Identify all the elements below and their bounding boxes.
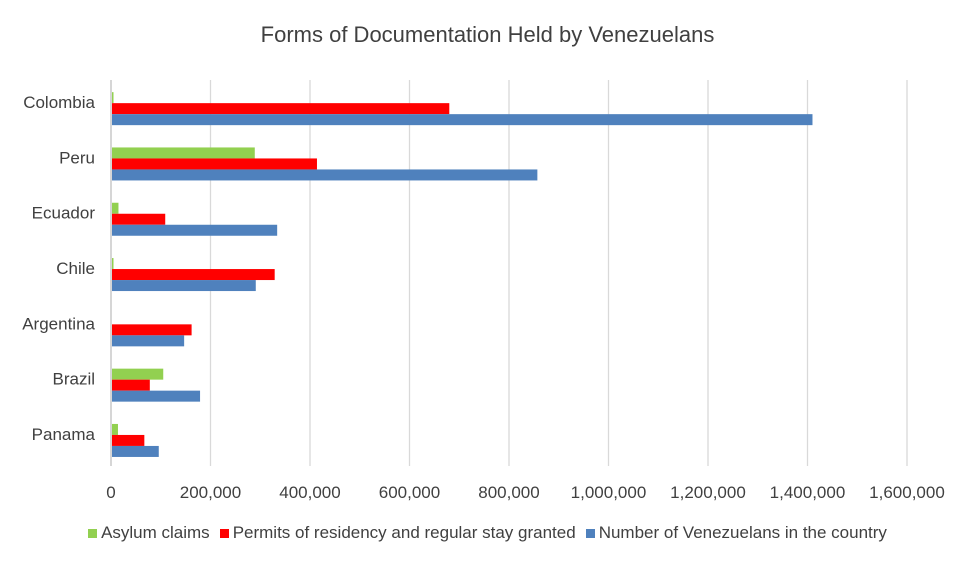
legend-swatch <box>585 528 595 538</box>
legend-item: Number of Venezuelans in the country <box>585 523 887 543</box>
bar-panama-series-0 <box>112 423 118 435</box>
bars <box>112 92 813 457</box>
x-tick-label: 1,000,000 <box>571 483 647 502</box>
category-labels: Colombia Peru Ecuador Chile Argentina Brazil P… <box>22 93 95 444</box>
x-tick-label: 1,600,000 <box>869 483 945 502</box>
category-label: Colombia <box>23 93 95 112</box>
x-tick-label: 1,200,000 <box>670 483 746 502</box>
legend-label: Number of Venezuelans in the country <box>598 523 887 542</box>
bar-panama-series-2 <box>112 445 159 457</box>
bar-chile-series-0 <box>112 258 114 270</box>
category-label: Argentina <box>22 314 95 333</box>
bar-panama-series-1 <box>112 434 145 446</box>
legend-swatch <box>88 528 98 538</box>
x-tick-label: 400,000 <box>279 483 340 502</box>
chart-title: Forms of Documentation Held by Venezuela… <box>260 22 715 47</box>
bar-chile-series-1 <box>112 269 275 281</box>
bar-brazil-series-1 <box>112 379 150 391</box>
bar-colombia-series-2 <box>112 114 813 126</box>
x-tick-label: 600,000 <box>379 483 440 502</box>
legend-label: Asylum claims <box>101 523 210 542</box>
bar-colombia-series-0 <box>112 92 114 104</box>
x-tick-label: 0 <box>106 483 115 502</box>
bar-argentina-series-1 <box>112 324 192 336</box>
bar-argentina-series-2 <box>112 335 185 347</box>
category-label: Ecuador <box>32 204 96 223</box>
bar-chart: Colombia Peru Ecuador Chile Argentina Brazil P… <box>22 80 945 502</box>
bar-colombia-series-1 <box>112 103 450 115</box>
bar-peru-series-1 <box>112 158 317 170</box>
x-tick-label: 200,000 <box>180 483 241 502</box>
x-tick-label: 800,000 <box>478 483 539 502</box>
legend-item: Permits of residency and regular stay gr… <box>219 523 576 543</box>
bar-peru-series-0 <box>112 147 255 159</box>
category-label: Brazil <box>52 370 95 389</box>
bar-chile-series-2 <box>112 280 256 292</box>
bar-peru-series-2 <box>112 169 538 181</box>
category-label: Peru <box>59 148 95 167</box>
legend-item: Asylum claims <box>88 523 210 543</box>
legend: Asylum claims Permits of residency and re… <box>0 523 975 543</box>
category-label: Panama <box>32 425 96 444</box>
bar-ecuador-series-1 <box>112 213 166 225</box>
legend-label: Permits of residency and regular stay gr… <box>232 523 576 542</box>
bar-ecuador-series-2 <box>112 224 278 236</box>
x-tick-labels: 0 200,000 400,000 600,000 800,000 1,000,000 1,… <box>106 483 945 502</box>
bar-brazil-series-2 <box>112 390 201 402</box>
x-tick-label: 1,400,000 <box>770 483 846 502</box>
legend-swatch <box>219 528 229 538</box>
bar-ecuador-series-0 <box>112 202 119 214</box>
category-label: Chile <box>56 259 95 278</box>
bar-brazil-series-0 <box>112 368 164 380</box>
